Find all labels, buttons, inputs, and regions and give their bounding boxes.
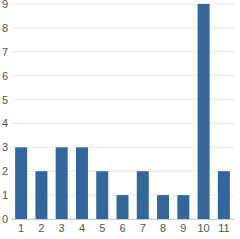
x-tick-label: 5 [99,222,105,234]
x-tick-label: 4 [79,222,85,234]
y-tick-label: 6 [2,70,8,82]
bar [15,147,27,219]
y-tick-label: 7 [2,46,8,58]
bar [198,4,210,219]
bar [96,171,108,219]
x-tick-label: 7 [140,222,146,234]
bar [35,171,47,219]
chart: 01234567891234567891011 [0,0,240,239]
x-tick-label: 6 [119,222,125,234]
y-tick-label: 2 [2,165,8,177]
bar [56,147,68,219]
bar [218,171,230,219]
bar [177,195,189,219]
y-tick-label: 0 [2,213,8,225]
bar [137,171,149,219]
x-axis [11,219,234,220]
x-tick-label: 10 [197,222,209,234]
y-tick-label: 5 [2,94,8,106]
y-tick-label: 9 [2,0,8,10]
y-tick-label: 4 [2,117,8,129]
x-tick-label: 1 [18,222,24,234]
y-tick-label: 1 [2,189,8,201]
y-tick-label: 3 [2,141,8,153]
x-tick-label: 2 [38,222,44,234]
x-tick-label: 8 [160,222,166,234]
bar [76,147,88,219]
x-tick-label: 3 [59,222,65,234]
y-tick-label: 8 [2,22,8,34]
x-tick-label: 9 [180,222,186,234]
bar [157,195,169,219]
x-tick-label: 11 [218,222,229,234]
bar [117,195,129,219]
bars [15,4,230,219]
